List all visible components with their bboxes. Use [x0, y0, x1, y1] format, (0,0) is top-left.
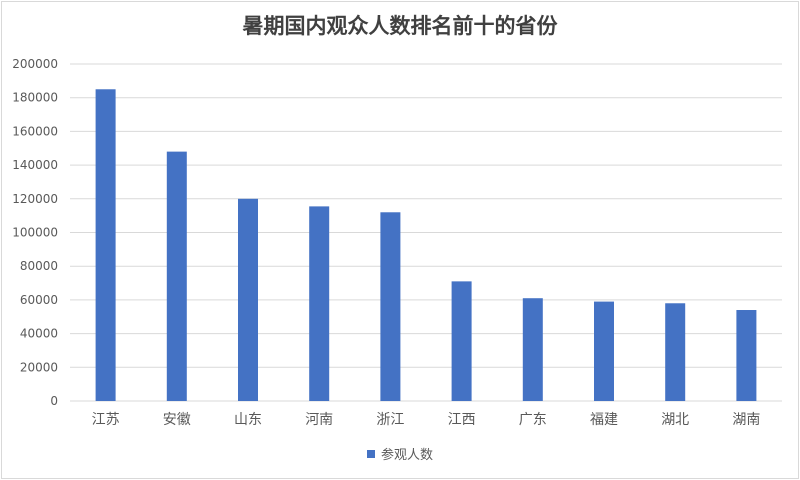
- bar: [736, 310, 757, 401]
- x-tick-label: 江苏: [92, 412, 120, 428]
- legend-swatch: [366, 449, 375, 458]
- bar: [665, 303, 686, 401]
- bar: [95, 89, 116, 402]
- y-tick-label: 120000: [12, 192, 58, 206]
- x-tick-label: 广东: [519, 412, 547, 428]
- x-tick-label: 福建: [590, 412, 618, 428]
- y-tick-label: 200000: [12, 57, 58, 71]
- bar: [451, 281, 472, 401]
- bar: [380, 212, 401, 401]
- y-tick-label: 100000: [12, 226, 58, 240]
- bar: [309, 206, 330, 401]
- y-tick-label: 0: [50, 394, 58, 408]
- x-tick-label: 湖南: [732, 412, 760, 428]
- y-tick-label: 180000: [12, 91, 58, 105]
- y-tick-label: 20000: [20, 360, 58, 374]
- x-tick-label: 江西: [448, 412, 476, 428]
- x-tick-label: 湖北: [661, 412, 689, 428]
- y-tick-label: 40000: [20, 327, 58, 341]
- bar: [594, 301, 614, 401]
- x-tick-label: 安徽: [163, 412, 191, 428]
- y-tick-label: 140000: [12, 158, 58, 172]
- x-tick-label: 山东: [234, 412, 262, 428]
- x-tick-label: 浙江: [376, 412, 404, 428]
- x-tick-label: 河南: [305, 412, 333, 428]
- bar: [238, 198, 258, 401]
- y-tick-label: 160000: [12, 124, 58, 138]
- bar: [166, 151, 187, 401]
- bar: [522, 298, 543, 401]
- legend: 参观人数: [0, 444, 800, 463]
- y-tick-label: 80000: [20, 259, 58, 273]
- chart-title: 暑期国内观众人数排名前十的省份: [242, 13, 558, 38]
- y-tick-label: 60000: [20, 293, 58, 307]
- legend-label: 参观人数: [380, 448, 433, 463]
